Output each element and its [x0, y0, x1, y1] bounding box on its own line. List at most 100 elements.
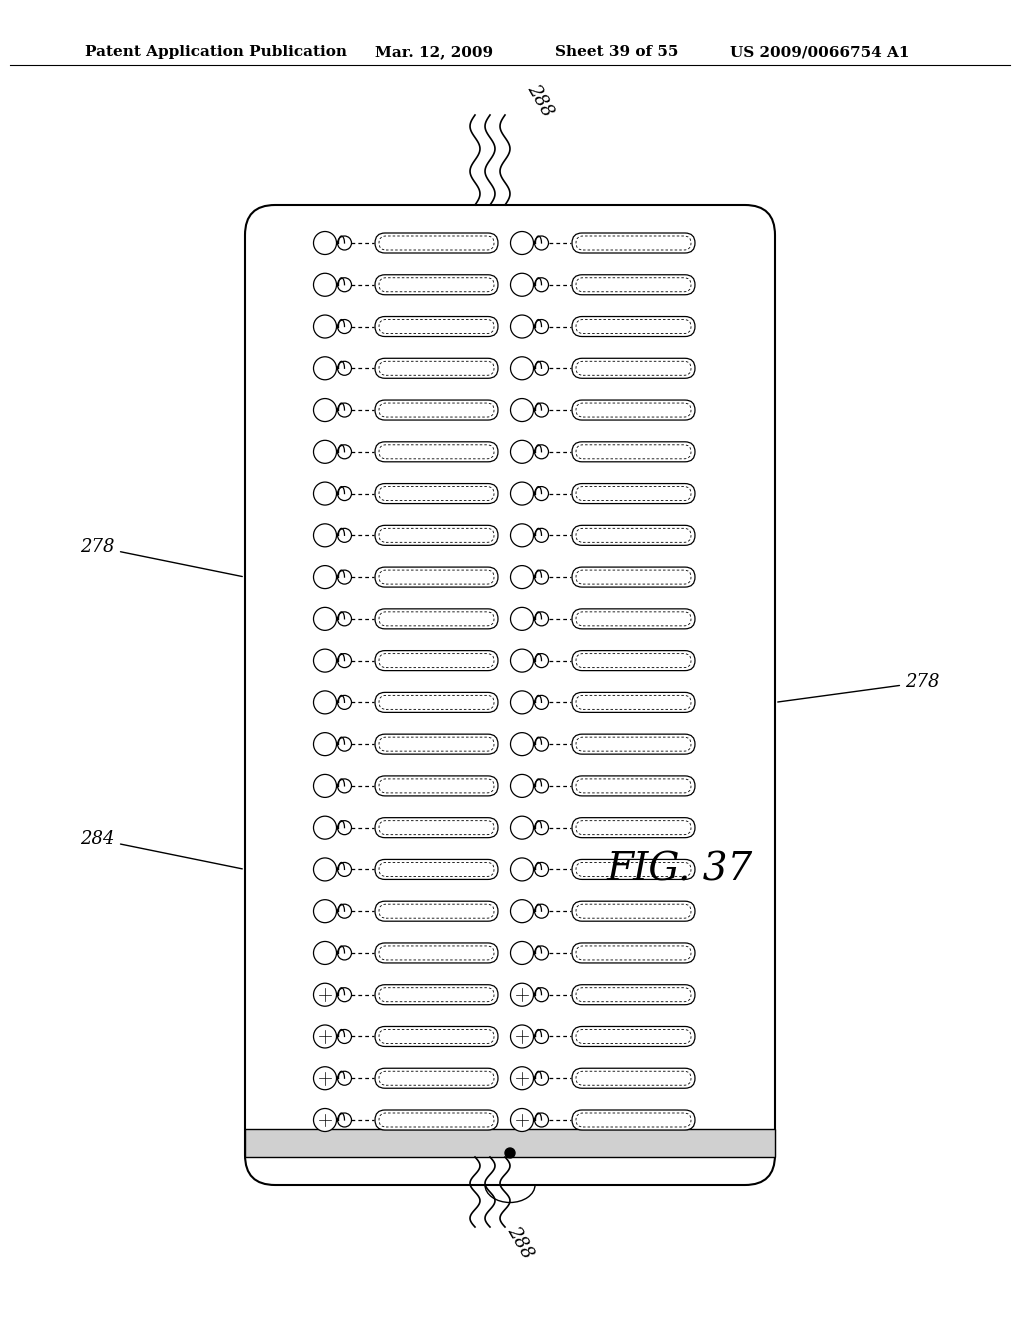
FancyBboxPatch shape	[375, 275, 498, 294]
Circle shape	[313, 816, 337, 840]
Circle shape	[511, 565, 534, 589]
FancyBboxPatch shape	[375, 776, 498, 796]
Circle shape	[511, 775, 534, 797]
Text: 278: 278	[778, 673, 939, 702]
FancyBboxPatch shape	[245, 205, 775, 1185]
FancyBboxPatch shape	[572, 1027, 695, 1047]
Circle shape	[313, 565, 337, 589]
FancyBboxPatch shape	[375, 1110, 498, 1130]
Text: FIG. 37: FIG. 37	[607, 851, 753, 888]
Circle shape	[313, 775, 337, 797]
Circle shape	[511, 231, 534, 255]
Circle shape	[313, 273, 337, 296]
Circle shape	[313, 315, 337, 338]
FancyBboxPatch shape	[375, 400, 498, 420]
FancyBboxPatch shape	[375, 442, 498, 462]
FancyBboxPatch shape	[572, 776, 695, 796]
Text: 278: 278	[81, 539, 243, 577]
Circle shape	[313, 607, 337, 631]
Circle shape	[511, 482, 534, 506]
Circle shape	[511, 607, 534, 631]
Circle shape	[313, 441, 337, 463]
FancyBboxPatch shape	[572, 483, 695, 503]
FancyBboxPatch shape	[375, 525, 498, 545]
Circle shape	[313, 900, 337, 923]
FancyBboxPatch shape	[572, 234, 695, 253]
Circle shape	[313, 649, 337, 672]
FancyBboxPatch shape	[572, 1110, 695, 1130]
FancyBboxPatch shape	[375, 817, 498, 838]
FancyBboxPatch shape	[572, 817, 695, 838]
FancyBboxPatch shape	[572, 1068, 695, 1088]
Circle shape	[511, 733, 534, 755]
FancyBboxPatch shape	[572, 693, 695, 713]
FancyBboxPatch shape	[572, 902, 695, 921]
Circle shape	[511, 1067, 534, 1090]
Text: Sheet 39 of 55: Sheet 39 of 55	[555, 45, 678, 59]
FancyBboxPatch shape	[572, 734, 695, 754]
Circle shape	[313, 941, 337, 965]
Circle shape	[511, 1109, 534, 1131]
Circle shape	[511, 690, 534, 714]
FancyBboxPatch shape	[375, 942, 498, 964]
FancyBboxPatch shape	[572, 985, 695, 1005]
Circle shape	[511, 524, 534, 546]
FancyBboxPatch shape	[375, 234, 498, 253]
FancyBboxPatch shape	[572, 525, 695, 545]
FancyBboxPatch shape	[375, 609, 498, 628]
FancyBboxPatch shape	[572, 942, 695, 964]
FancyBboxPatch shape	[572, 859, 695, 879]
FancyBboxPatch shape	[375, 358, 498, 379]
FancyBboxPatch shape	[572, 568, 695, 587]
Circle shape	[313, 399, 337, 421]
Circle shape	[313, 1109, 337, 1131]
Circle shape	[511, 356, 534, 380]
Circle shape	[313, 690, 337, 714]
FancyBboxPatch shape	[375, 734, 498, 754]
Bar	[245, 1129, 775, 1158]
FancyBboxPatch shape	[375, 859, 498, 879]
Circle shape	[511, 858, 534, 880]
Text: US 2009/0066754 A1: US 2009/0066754 A1	[730, 45, 909, 59]
Circle shape	[511, 399, 534, 421]
FancyBboxPatch shape	[572, 358, 695, 379]
Circle shape	[511, 273, 534, 296]
Circle shape	[313, 983, 337, 1006]
Text: 288: 288	[523, 81, 556, 119]
Circle shape	[511, 1024, 534, 1048]
Circle shape	[511, 441, 534, 463]
Circle shape	[511, 315, 534, 338]
FancyBboxPatch shape	[375, 1027, 498, 1047]
FancyBboxPatch shape	[375, 651, 498, 671]
Circle shape	[313, 231, 337, 255]
FancyBboxPatch shape	[375, 568, 498, 587]
Circle shape	[511, 816, 534, 840]
Text: 288: 288	[504, 1222, 537, 1262]
Circle shape	[313, 733, 337, 755]
Text: Patent Application Publication: Patent Application Publication	[85, 45, 347, 59]
FancyBboxPatch shape	[572, 275, 695, 294]
Circle shape	[511, 649, 534, 672]
Circle shape	[313, 1024, 337, 1048]
Circle shape	[313, 524, 337, 546]
Circle shape	[313, 482, 337, 506]
FancyBboxPatch shape	[375, 317, 498, 337]
FancyBboxPatch shape	[572, 609, 695, 628]
FancyBboxPatch shape	[375, 1068, 498, 1088]
Circle shape	[505, 1148, 515, 1158]
Circle shape	[313, 858, 337, 880]
Circle shape	[511, 941, 534, 965]
FancyBboxPatch shape	[375, 483, 498, 503]
Circle shape	[511, 983, 534, 1006]
FancyBboxPatch shape	[572, 400, 695, 420]
Text: 284: 284	[81, 830, 243, 869]
Circle shape	[511, 900, 534, 923]
FancyBboxPatch shape	[572, 317, 695, 337]
FancyBboxPatch shape	[572, 442, 695, 462]
Text: Mar. 12, 2009: Mar. 12, 2009	[375, 45, 494, 59]
FancyBboxPatch shape	[572, 651, 695, 671]
FancyBboxPatch shape	[375, 693, 498, 713]
Circle shape	[313, 356, 337, 380]
Circle shape	[313, 1067, 337, 1090]
FancyBboxPatch shape	[375, 902, 498, 921]
